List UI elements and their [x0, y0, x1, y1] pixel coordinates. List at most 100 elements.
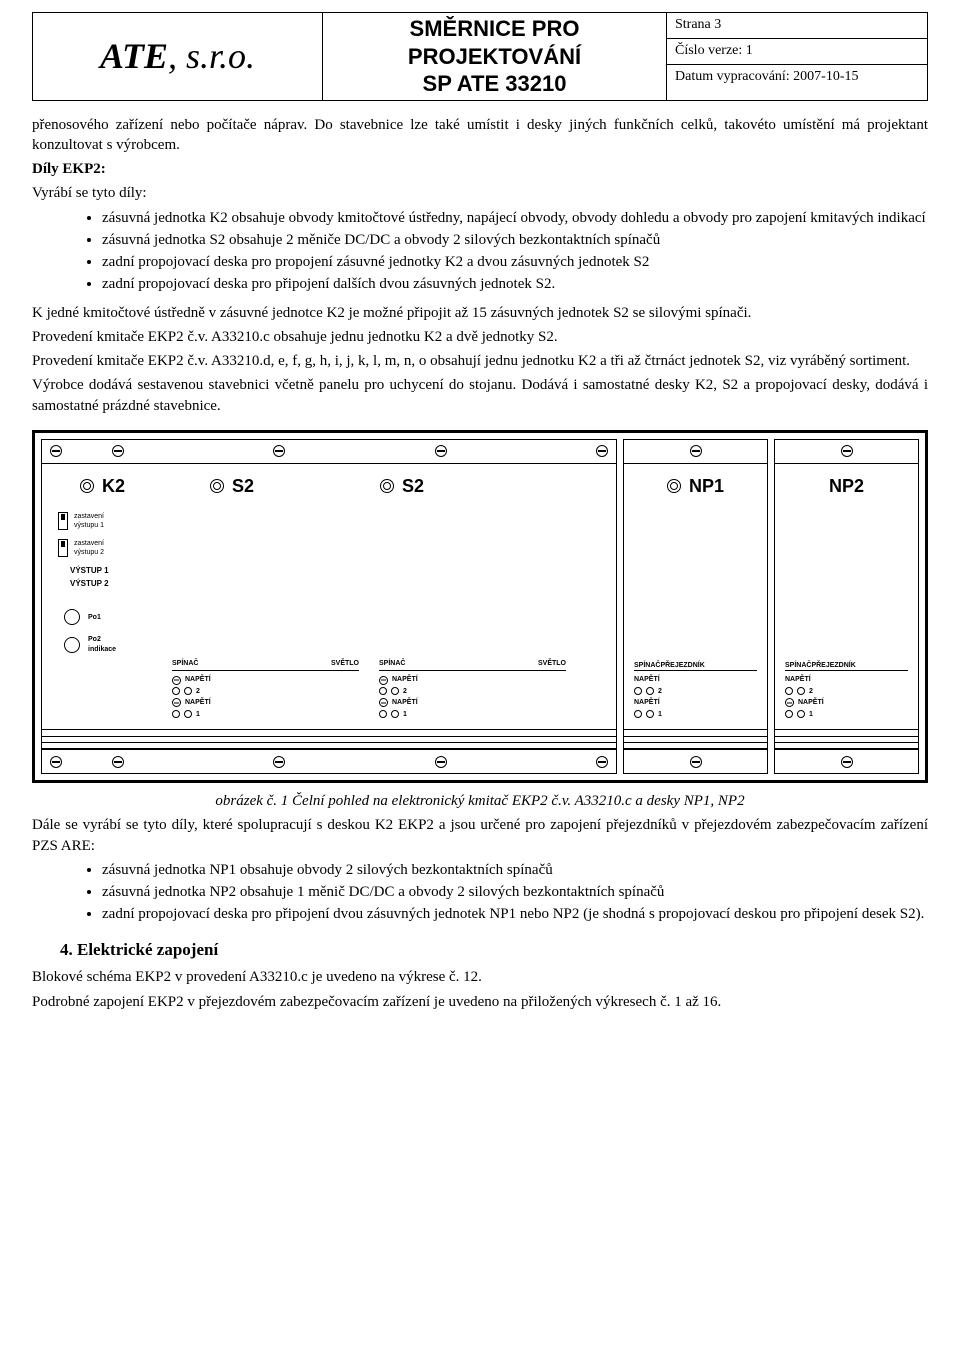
screw-icon [50, 445, 62, 457]
list-item: zásuvná jednotka NP1 obsahuje obvody 2 s… [102, 860, 928, 880]
doc-title: SMĚRNICE PRO PROJEKTOVÁNÍ SP ATE 33210 [323, 13, 667, 100]
label-k2: K2 [102, 474, 125, 498]
label-prejezdnik: PŘEJEZDNÍK [660, 662, 704, 669]
screw-icon [112, 756, 124, 768]
dily-title: Díly EKP2: [32, 159, 928, 179]
screw-icon [379, 698, 388, 707]
front-panel-diagram: K2 S2 S2 zastavení výstupu 1 zastavení v… [32, 430, 928, 783]
screw-icon [435, 445, 447, 457]
label-np1: NP1 [689, 474, 724, 498]
led-icon [785, 710, 793, 718]
label-napeti: NAPĚTÍ [798, 698, 824, 707]
figure-caption: obrázek č. 1 Čelní pohled na elektronick… [32, 791, 928, 811]
led-icon [391, 710, 399, 718]
para-4: Provedení kmitače EKP2 č.v. A33210.d, e,… [32, 351, 928, 371]
led-icon [797, 687, 805, 695]
para-3: Provedení kmitače EKP2 č.v. A33210.c obs… [32, 327, 928, 347]
led-icon [797, 710, 805, 718]
label-spinac: SPÍNAČ [634, 662, 660, 669]
label-indikace: indikace [88, 646, 116, 653]
logo: ATE, s.r.o. [33, 13, 323, 100]
label-svetlo: SVĚTLO [538, 659, 566, 668]
label-napeti: NAPĚTÍ [185, 675, 211, 684]
label-po2: Po2 [88, 636, 101, 643]
label-1: 1 [403, 710, 407, 719]
module-main: K2 S2 S2 zastavení výstupu 1 zastavení v… [41, 439, 617, 774]
label-napeti: NAPĚTÍ [185, 698, 211, 707]
logo-main: ATE [100, 36, 168, 76]
label-napeti: NAPĚTÍ [785, 675, 811, 684]
para-6: Dále se vyrábí se tyto díly, které spolu… [32, 815, 928, 856]
title-l1: SMĚRNICE PRO [327, 15, 662, 43]
doc-meta: Strana 3 Číslo verze: 1 Datum vypracován… [667, 13, 927, 100]
label-napeti: NAPĚTÍ [634, 698, 660, 707]
para-7: Blokové schéma EKP2 v provedení A33210.c… [32, 967, 928, 987]
led-icon [634, 710, 642, 718]
screw-icon [273, 756, 285, 768]
bullet-list-2: zásuvná jednotka NP1 obsahuje obvody 2 s… [32, 860, 928, 925]
page-number: Strana 3 [667, 13, 927, 38]
version: Číslo verze: 1 [667, 38, 927, 64]
led-icon [785, 687, 793, 695]
label-1: 1 [196, 710, 200, 719]
label-out1: VÝSTUP 1 [70, 566, 152, 577]
label-spinac: SPÍNAČ [379, 659, 405, 668]
para-5: Výrobce dodává sestavenou stavebnici vče… [32, 375, 928, 416]
label-out2: VÝSTUP 2 [70, 579, 152, 590]
label-2: 2 [809, 687, 813, 696]
led-icon [380, 479, 394, 493]
led-icon [634, 687, 642, 695]
led-icon [172, 710, 180, 718]
label-svetlo: SVĚTLO [331, 659, 359, 668]
screw-icon [841, 756, 853, 768]
led-icon [172, 687, 180, 695]
screw-icon [172, 676, 181, 685]
led-icon [379, 710, 387, 718]
doc-header: ATE, s.r.o. SMĚRNICE PRO PROJEKTOVÁNÍ SP… [32, 12, 928, 101]
label-zast2: zastavení výstupu 2 [74, 539, 104, 558]
list-item: zásuvná jednotka NP2 obsahuje 1 měnič DC… [102, 882, 928, 902]
screw-icon [379, 676, 388, 685]
list-item: zadní propojovací deska pro propojení zá… [102, 252, 928, 272]
screw-icon [690, 445, 702, 457]
screw-icon [50, 756, 62, 768]
para-1: přenosového zařízení nebo počítače nápra… [32, 115, 928, 156]
screw-icon [172, 698, 181, 707]
led-icon [646, 687, 654, 695]
led-icon [184, 710, 192, 718]
led-icon [667, 479, 681, 493]
dip-switch-icon [58, 539, 68, 557]
led-icon [210, 479, 224, 493]
para-8: Podrobné zapojení EKP2 v přejezdovém zab… [32, 992, 928, 1012]
label-1: 1 [809, 710, 813, 719]
label-napeti: NAPĚTÍ [392, 698, 418, 707]
label-2: 2 [196, 687, 200, 696]
label-po1: Po1 [88, 613, 101, 622]
label-s2: S2 [402, 474, 424, 498]
module-np1: NP1 SPÍNAČPŘEJEZDNÍK NAPĚTÍ 2 NAPĚTÍ 1 [623, 439, 768, 774]
title-l3: SP ATE 33210 [327, 70, 662, 98]
label-spinac: SPÍNAČ [785, 662, 811, 669]
label-napeti: NAPĚTÍ [634, 675, 660, 684]
para-2: K jedné kmitočtové ústředně v zásuvné je… [32, 303, 928, 323]
section-4-heading: 4. Elektrické zapojení [60, 939, 928, 962]
led-icon [646, 710, 654, 718]
module-np2: NP2 SPÍNAČPŘEJEZDNÍK NAPĚTÍ 2 NAPĚTÍ 1 [774, 439, 919, 774]
screw-icon [435, 756, 447, 768]
dip-switch-icon [58, 512, 68, 530]
list-item: zásuvná jednotka K2 obsahuje obvody kmit… [102, 208, 928, 228]
label-1: 1 [658, 710, 662, 719]
screw-icon [690, 756, 702, 768]
screw-icon [785, 698, 794, 707]
indicator-icon [64, 637, 80, 653]
screw-icon [273, 445, 285, 457]
led-icon [80, 479, 94, 493]
label-s2: S2 [232, 474, 254, 498]
bullet-list-1: zásuvná jednotka K2 obsahuje obvody kmit… [32, 208, 928, 295]
screw-icon [841, 445, 853, 457]
led-icon [391, 687, 399, 695]
screw-icon [596, 756, 608, 768]
screw-icon [596, 445, 608, 457]
dily-sub: Vyrábí se tyto díly: [32, 183, 928, 203]
date: Datum vypracování: 2007-10-15 [667, 64, 927, 90]
